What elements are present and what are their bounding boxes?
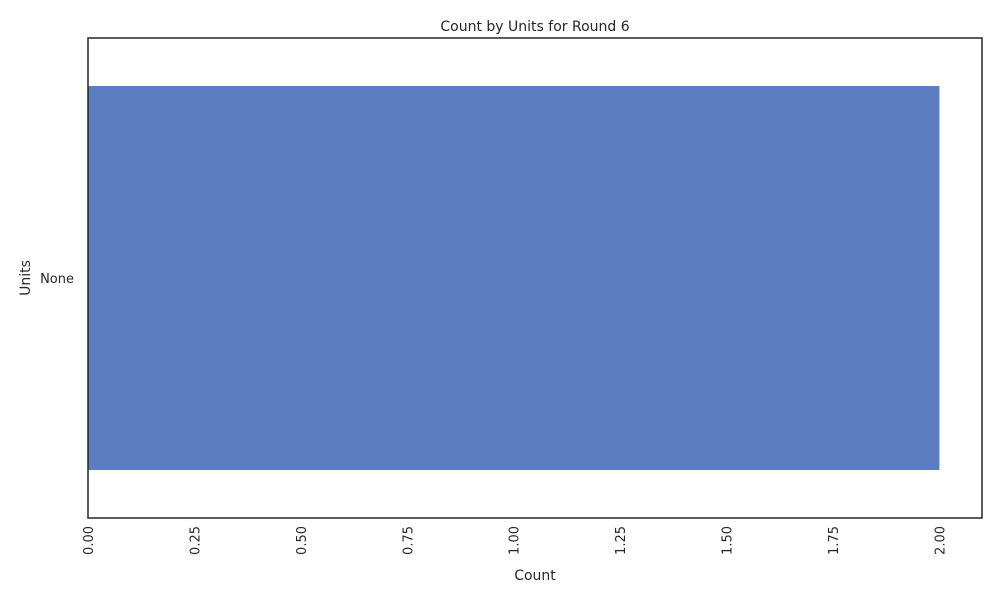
chart-title: Count by Units for Round 6 [440, 19, 629, 35]
x-tick-label: 1.50 [721, 526, 736, 555]
bars-group [88, 86, 940, 470]
x-ticks-group: 0.00 0.25 0.50 0.75 1.00 1.25 1.50 1.75 2.00 [82, 526, 948, 555]
bar [88, 86, 940, 470]
x-axis-label: Count [514, 568, 556, 584]
y-axis-label: Units [18, 260, 34, 296]
plot-frame [87, 37, 983, 519]
x-tick-label: 1.25 [614, 526, 629, 555]
x-tick-label: 1.75 [827, 526, 842, 555]
y-tick-label: None [40, 272, 74, 287]
x-tick-label: 2.00 [933, 526, 948, 555]
x-tick-label: 0.25 [188, 526, 203, 555]
x-tick-label: 0.75 [401, 526, 416, 555]
x-tick-label: 1.00 [508, 526, 523, 555]
x-tick-label: 0.00 [82, 526, 97, 555]
y-ticks-group: None [40, 272, 74, 287]
x-tick-label: 0.50 [295, 526, 310, 555]
